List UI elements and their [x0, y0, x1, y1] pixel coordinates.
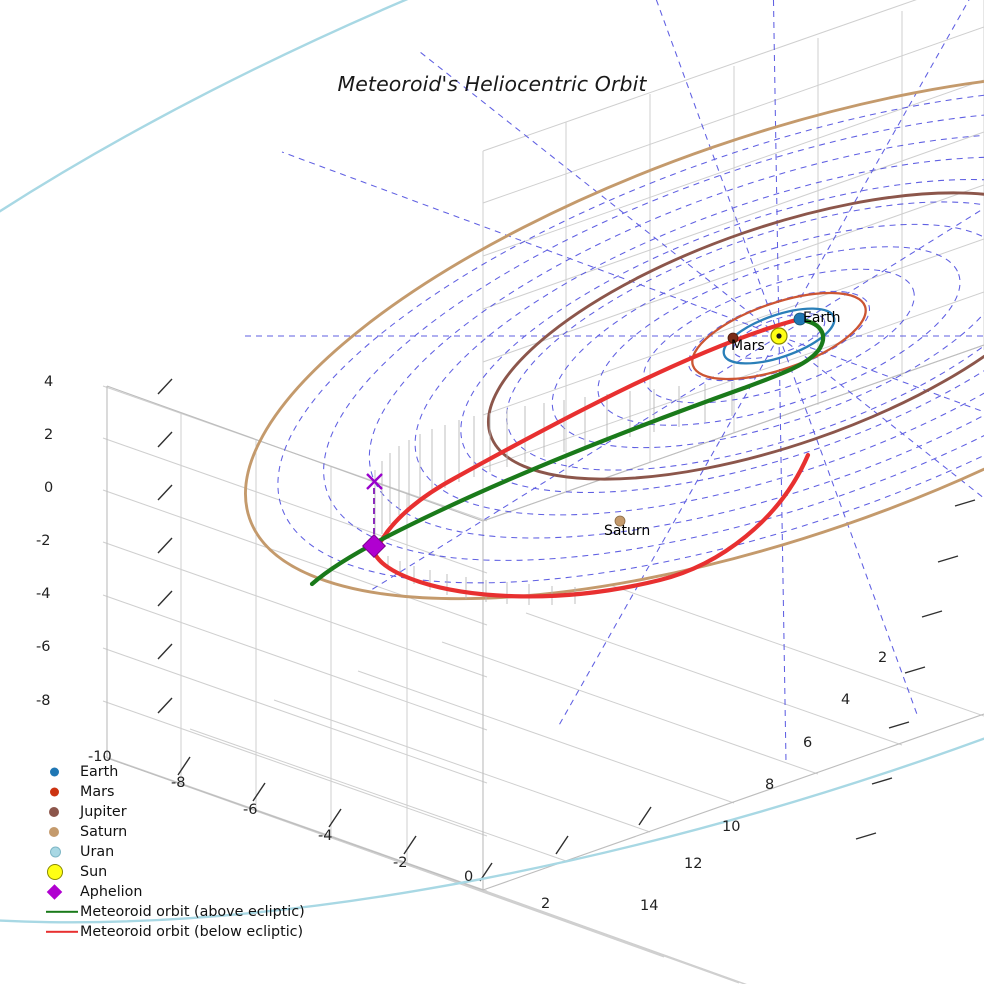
earth-circle-marker-icon [44, 762, 80, 782]
x-tick-label-6: 2 [541, 896, 551, 912]
legend-item-sun[interactable]: Sun [44, 862, 344, 882]
z-tick-label-0: 4 [44, 374, 54, 390]
annotation-earth: Earth [803, 310, 841, 326]
legend-item-earth[interactable]: Earth [44, 762, 344, 782]
z-tick-label-2: 0 [44, 480, 54, 496]
legend-label-jupiter: Jupiter [80, 804, 127, 820]
saturn-marker [614, 515, 626, 527]
y-axis-ticks [855, 499, 976, 840]
y-tick-label-4: 10 [722, 819, 741, 835]
chart-title: Meteoroid's Heliocentric Orbit [337, 72, 647, 96]
legend-label-orbit-above: Meteoroid orbit (above ecliptic) [80, 904, 305, 920]
orbit-jupiter [486, 191, 984, 481]
y-tick-label-2: 6 [803, 735, 813, 751]
axis-tick-marks [157, 378, 976, 882]
z-axis-ticks [157, 378, 173, 714]
z-tick-label-3: -2 [36, 533, 51, 549]
mars-circle-marker-icon [44, 782, 80, 802]
y-tick-label-6: 14 [640, 898, 659, 914]
legend-label-mars: Mars [80, 784, 115, 800]
z-tick-label-1: 2 [44, 427, 54, 443]
z-tick-label-4: -4 [36, 586, 51, 602]
legend-label-sun: Sun [80, 864, 108, 880]
saturn-circle-marker-icon [44, 822, 80, 842]
y-tick-label-0: 2 [878, 650, 888, 666]
legend-item-mars[interactable]: Mars [44, 782, 344, 802]
sun-marker [770, 327, 788, 345]
aphelion-marker [361, 533, 387, 559]
orbit-saturn [244, 71, 984, 601]
y-tick-label-1: 4 [841, 692, 851, 708]
legend-item-jupiter[interactable]: Jupiter [44, 802, 344, 822]
legend-item-orbit-below[interactable]: Meteoroid orbit (below ecliptic) [44, 922, 344, 942]
z-tick-label-6: -8 [36, 693, 51, 709]
legend: Earth Mars Jupiter Saturn Uran [44, 762, 344, 942]
jupiter-circle-marker-icon [44, 802, 80, 822]
polar-grid-dashed [245, 0, 984, 763]
mars-marker [727, 332, 739, 344]
legend-label-orbit-below: Meteoroid orbit (below ecliptic) [80, 924, 304, 940]
meteoroid-orbit-below-ecliptic [370, 316, 811, 599]
legend-item-aphelion[interactable]: Aphelion [44, 882, 344, 902]
green-line-sample-icon [44, 902, 80, 922]
y-tick-label-3: 8 [765, 777, 775, 793]
legend-item-orbit-above[interactable]: Meteoroid orbit (above ecliptic) [44, 902, 344, 922]
legend-label-uran: Uran [80, 844, 115, 860]
x-tick-label-0: -10 [88, 749, 112, 765]
aphelion-cross-icon [366, 473, 383, 490]
uran-circle-marker-icon [44, 842, 80, 862]
y-tick-label-5: 12 [684, 856, 703, 872]
orbit-mars [691, 291, 867, 381]
aphelion-diamond-marker-icon [44, 882, 80, 902]
orbit-earth [722, 307, 836, 365]
legend-label-earth: Earth [80, 764, 119, 780]
x-tick-label-3: -4 [318, 828, 333, 844]
legend-label-saturn: Saturn [80, 824, 128, 840]
legend-item-saturn[interactable]: Saturn [44, 822, 344, 842]
x-tick-label-5: 0 [464, 869, 474, 885]
x-tick-label-1: -8 [171, 775, 186, 791]
x-tick-label-4: -2 [393, 855, 408, 871]
z-tick-label-5: -6 [36, 639, 51, 655]
annotation-mars: Mars [731, 338, 765, 354]
legend-label-aphelion: Aphelion [80, 884, 143, 900]
x-tick-label-2: -6 [243, 802, 258, 818]
sun-marker-icon [44, 862, 80, 882]
annotation-saturn: Saturn [604, 523, 651, 539]
red-line-sample-icon [44, 922, 80, 942]
earth-marker [793, 312, 807, 326]
legend-item-uran[interactable]: Uran [44, 842, 344, 862]
